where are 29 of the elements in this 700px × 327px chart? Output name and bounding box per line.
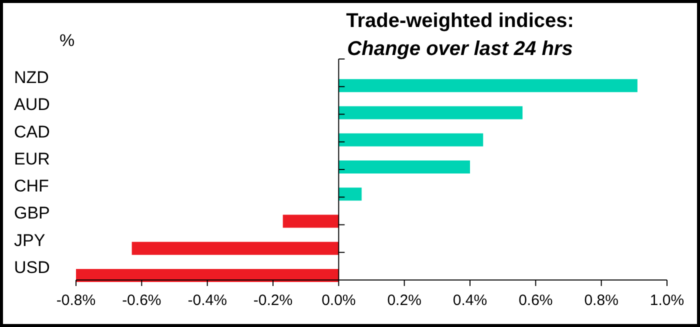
bar [76,268,339,282]
y-tick-label: AUD [14,95,50,114]
y-tick-label: JPY [14,230,46,250]
x-tick-label: -0.2% [253,292,293,309]
x-tick-label: 0.4% [452,292,488,309]
x-tick-label: -0.4% [188,292,227,309]
x-tick-label: -0.8% [56,292,96,309]
x-tick-label: -0.6% [122,292,162,309]
y-axis-title: % [59,31,75,50]
bar [132,242,339,255]
y-tick-label: CHF [14,176,49,196]
chart-title: Trade-weighted indices: [346,10,574,32]
y-tick-label: USD [14,258,50,277]
x-tick-label: 0.2% [387,292,422,309]
bar [338,79,638,92]
bar [282,214,339,228]
y-tick-label: NZD [14,68,49,88]
bar [338,160,470,174]
x-tick-label: 0.8% [584,292,618,309]
x-tick-label: 0.6% [518,292,553,309]
y-tick-label: EUR [14,149,50,168]
chart-subtitle: Change over last 24 hrs [347,38,573,60]
x-tick-label: 1.0% [650,292,684,309]
x-tick-label: 0.0% [322,292,356,309]
bar [338,133,484,146]
y-tick-label: GBP [14,204,50,223]
y-tick-label: CAD [14,122,50,142]
bar [338,188,362,201]
bar [338,106,523,120]
